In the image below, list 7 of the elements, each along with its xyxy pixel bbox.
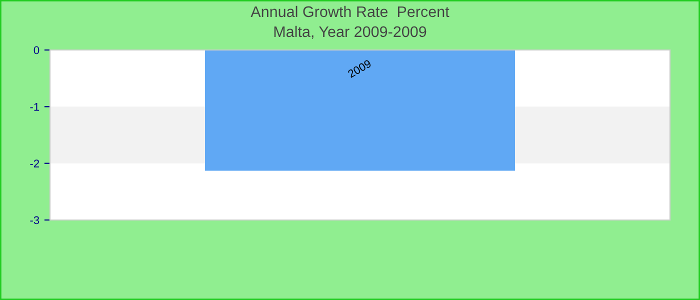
chart-subtitle: Malta, Year 2009-2009 — [274, 26, 426, 39]
chart-title: Annual Growth Rate Percent — [250, 6, 450, 18]
y-tick-label: -3 — [30, 216, 40, 224]
y-tick-label: 0 — [34, 46, 40, 54]
y-tick-label: -1 — [30, 103, 40, 111]
y-tick-label: -2 — [30, 160, 40, 168]
x-tick-label: 2009 — [347, 59, 372, 78]
